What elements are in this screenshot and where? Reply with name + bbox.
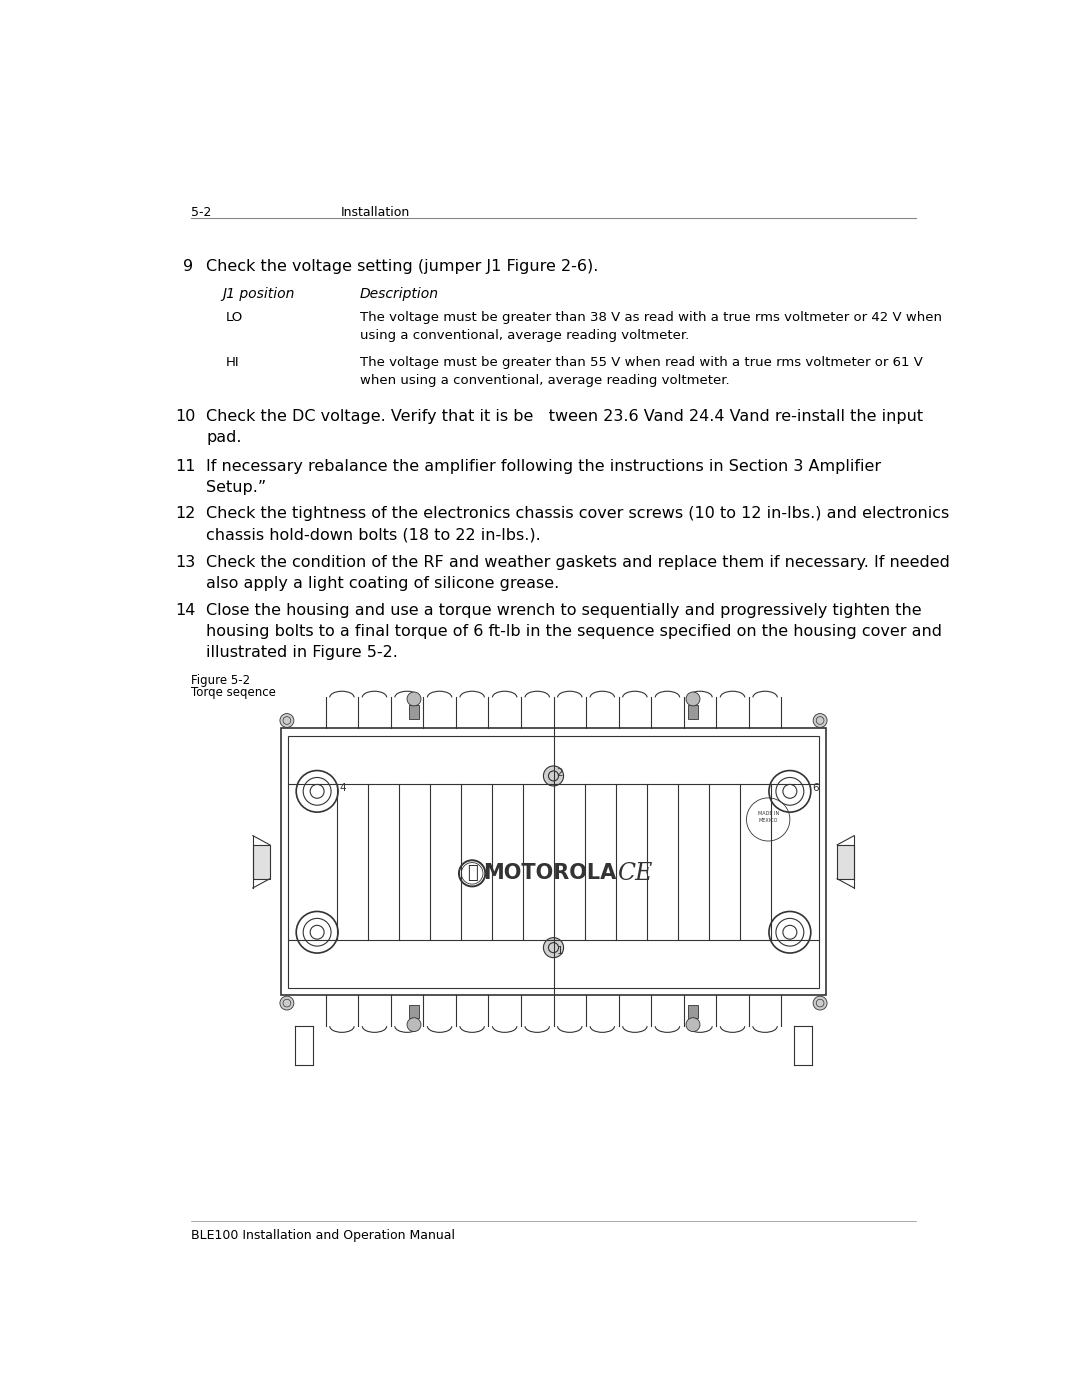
Text: The voltage must be greater than 38 V as read with a true rms voltmeter or 42 V : The voltage must be greater than 38 V as…	[360, 312, 942, 342]
Bar	[288, 736, 819, 988]
Text: Check the tightness of the electronics chassis cover screws (10 to 12 in-lbs.) a: Check the tightness of the electronics c…	[206, 507, 949, 542]
Text: Torqe seqence: Torqe seqence	[191, 686, 275, 698]
Text: 9: 9	[183, 258, 193, 274]
Text: Description: Description	[360, 286, 438, 300]
Text: Ⓜ: Ⓜ	[467, 865, 477, 883]
Circle shape	[686, 1018, 700, 1031]
Circle shape	[543, 766, 564, 787]
Text: HI: HI	[226, 355, 240, 369]
Text: CE: CE	[617, 862, 652, 884]
Text: 4: 4	[339, 784, 347, 793]
Text: LO: LO	[226, 312, 243, 324]
Text: The voltage must be greater than 55 V when read with a true rms voltmeter or 61 : The voltage must be greater than 55 V wh…	[360, 355, 922, 387]
Bar	[281, 728, 826, 996]
Circle shape	[813, 714, 827, 728]
Text: Installation: Installation	[340, 207, 409, 219]
Text: Figure 5-2: Figure 5-2	[191, 673, 249, 686]
Bar	[688, 1004, 699, 1018]
Circle shape	[813, 996, 827, 1010]
Circle shape	[686, 692, 700, 705]
Text: 10: 10	[175, 409, 195, 423]
Text: If necessary rebalance the amplifier following the instructions in Section 3 Amp: If necessary rebalance the amplifier fol…	[206, 458, 881, 495]
Text: J1 position: J1 position	[221, 286, 294, 300]
Text: Check the DC voltage. Verify that it is be   tween 23.6 Vand 24.4 Vand re-instal: Check the DC voltage. Verify that it is …	[206, 409, 923, 444]
Text: 14: 14	[175, 602, 195, 617]
Text: BLE100 Installation and Operation Manual: BLE100 Installation and Operation Manual	[191, 1229, 455, 1242]
Circle shape	[543, 937, 564, 958]
Bar	[408, 705, 419, 719]
Text: MEXICO: MEXICO	[758, 819, 778, 823]
Circle shape	[407, 1018, 421, 1031]
Circle shape	[407, 692, 421, 705]
Text: 12: 12	[175, 507, 195, 521]
Bar	[408, 1004, 419, 1018]
Text: 6: 6	[812, 784, 819, 793]
Text: Check the voltage setting (jumper J1 Figure 2-6).: Check the voltage setting (jumper J1 Fig…	[206, 258, 598, 274]
Text: MADE IN: MADE IN	[757, 810, 779, 816]
Text: Close the housing and use a torque wrench to sequentially and progressively tigh: Close the housing and use a torque wrenc…	[206, 602, 942, 659]
Text: 13: 13	[175, 555, 195, 570]
Text: 11: 11	[175, 458, 195, 474]
Bar	[837, 845, 854, 879]
Circle shape	[280, 714, 294, 728]
Text: MOTOROLA: MOTOROLA	[483, 863, 617, 883]
Text: 5-2: 5-2	[191, 207, 212, 219]
Bar	[688, 705, 699, 719]
Circle shape	[280, 996, 294, 1010]
Text: Check the condition of the RF and weather gaskets and replace them if necessary.: Check the condition of the RF and weathe…	[206, 555, 950, 591]
Text: 2: 2	[556, 768, 564, 778]
Text: 1: 1	[556, 946, 564, 956]
Bar	[253, 845, 270, 879]
